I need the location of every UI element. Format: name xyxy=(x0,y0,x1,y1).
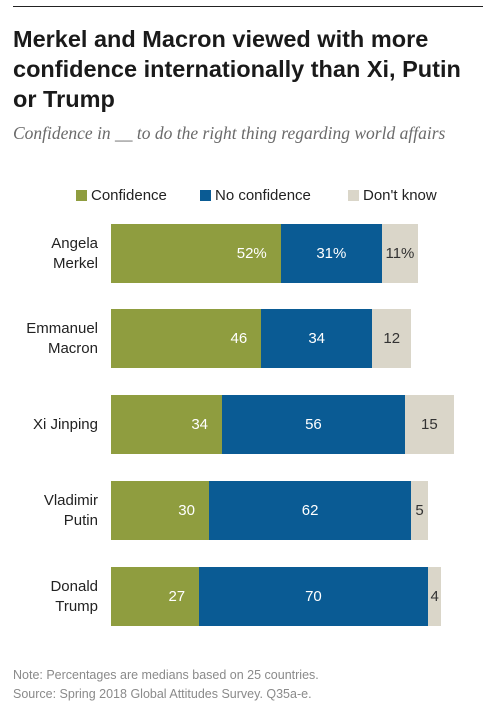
bar-segment-no-confidence-vladimir-putin xyxy=(208,481,412,540)
bar-segment-confidence-vladimir-putin xyxy=(111,481,209,540)
bar-label-confidence-angela-merkel: 52% xyxy=(236,245,267,262)
legend-label-dont-know: Don't know xyxy=(363,187,437,204)
note-text: Note: Percentages are medians based on 2… xyxy=(13,668,319,682)
bar-segment-no-confidence-emmanuel-macron xyxy=(261,309,373,368)
bar-label-dont-know-vladimir-putin: 5 xyxy=(415,502,424,519)
row-label-line: Merkel xyxy=(52,254,98,272)
source-text: Source: Spring 2018 Global Attitudes Sur… xyxy=(13,687,312,701)
bar-segment-confidence-xi-jinping xyxy=(111,395,222,454)
bar-segment-dont-know-xi-jinping xyxy=(404,395,454,454)
bar-label-no-confidence-xi-jinping: 56 xyxy=(305,416,322,433)
row-label-donald-trump: Donald Trump xyxy=(0,577,98,617)
legend-item-dont-know: Don't know xyxy=(348,187,437,204)
chart-notes: Note: Percentages are medians based on 2… xyxy=(13,666,483,704)
bar-segment-dont-know-emmanuel-macron xyxy=(372,309,412,368)
legend-swatch-dont-know xyxy=(348,190,359,201)
row-label-vladimir-putin: Vladimir Putin xyxy=(0,491,98,531)
row-label-line: Xi Jinping xyxy=(32,415,98,433)
bar-label-dont-know-angela-merkel: 11% xyxy=(385,245,415,262)
bar-label-dont-know-emmanuel-macron: 12 xyxy=(383,330,401,347)
bar-label-confidence-vladimir-putin: 30 xyxy=(178,502,195,519)
bar-segment-confidence-angela-merkel xyxy=(111,224,281,283)
bar-label-no-confidence-angela-merkel: 31% xyxy=(316,245,347,262)
bar-label-confidence-xi-jinping: 34 xyxy=(191,416,208,433)
row-label-line: Trump xyxy=(55,597,98,615)
bar-label-dont-know-donald-trump: 4 xyxy=(430,588,439,605)
legend-item-no-confidence: No confidence xyxy=(200,187,311,204)
row-label-xi-jinping: Xi Jinping xyxy=(0,415,98,435)
legend-swatch-confidence xyxy=(76,190,87,201)
row-label-line: Donald xyxy=(50,577,98,595)
bar-segment-dont-know-donald-trump xyxy=(427,567,441,626)
bar-label-no-confidence-vladimir-putin: 62 xyxy=(301,502,319,519)
legend-swatch-no-confidence xyxy=(200,190,211,201)
bar-segment-dont-know-angela-merkel xyxy=(381,224,418,283)
bar-segment-no-confidence-donald-trump xyxy=(199,567,428,626)
bar-segment-confidence-emmanuel-macron xyxy=(111,309,262,368)
row-label-emmanuel-macron: Emmanuel Macron xyxy=(0,319,98,359)
legend-label-no-confidence: No confidence xyxy=(215,187,311,204)
bar-segment-no-confidence-xi-jinping xyxy=(222,395,405,454)
bar-label-confidence-donald-trump: 27 xyxy=(168,588,186,605)
bar-label-dont-know-xi-jinping: 15 xyxy=(420,416,438,433)
bar-label-confidence-emmanuel-macron: 46 xyxy=(230,330,248,347)
legend-item-confidence: Confidence xyxy=(76,187,167,204)
row-label-line: Putin xyxy=(63,511,98,529)
row-label-angela-merkel: Angela Merkel xyxy=(0,234,98,274)
row-label-line: Macron xyxy=(47,339,98,357)
bar-segment-dont-know-vladimir-putin xyxy=(411,481,428,540)
chart-subtitle: Confidence in __ to do the right thing r… xyxy=(13,123,446,143)
row-label-line: Vladimir xyxy=(43,491,98,509)
legend-label-confidence: Confidence xyxy=(91,187,167,204)
top-rule xyxy=(13,6,483,7)
chart-title: Merkel and Macron viewed with more confi… xyxy=(13,26,461,112)
bar-label-no-confidence-emmanuel-macron: 34 xyxy=(308,330,326,347)
bar-segment-confidence-donald-trump xyxy=(111,567,200,626)
row-label-line: Emmanuel xyxy=(26,319,98,337)
row-label-line: Angela xyxy=(51,234,98,252)
bar-segment-no-confidence-angela-merkel xyxy=(280,224,382,283)
bar-label-no-confidence-donald-trump: 70 xyxy=(305,588,322,605)
legend: Confidence No confidence Don't know xyxy=(0,187,497,207)
